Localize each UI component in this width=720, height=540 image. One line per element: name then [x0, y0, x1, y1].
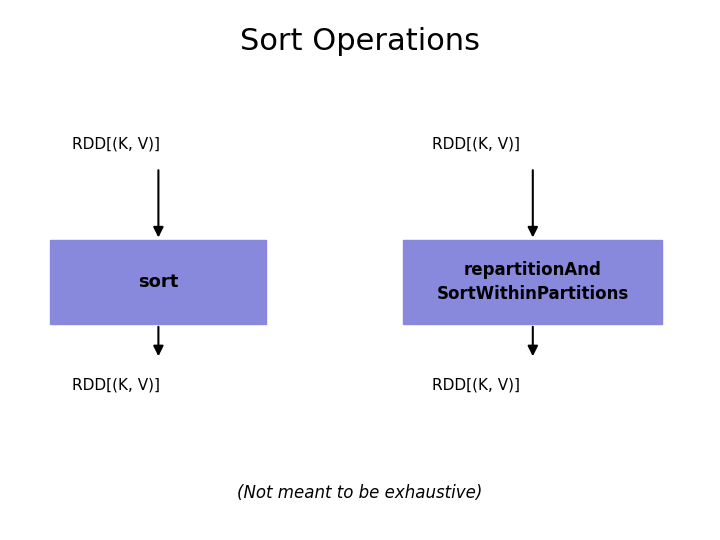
- Text: RDD[(K, V)]: RDD[(K, V)]: [72, 378, 160, 393]
- Text: RDD[(K, V)]: RDD[(K, V)]: [432, 378, 520, 393]
- Text: repartitionAnd
SortWithinPartitions: repartitionAnd SortWithinPartitions: [436, 261, 629, 303]
- Text: RDD[(K, V)]: RDD[(K, V)]: [432, 136, 520, 151]
- Text: RDD[(K, V)]: RDD[(K, V)]: [72, 136, 160, 151]
- FancyBboxPatch shape: [403, 240, 662, 324]
- Text: sort: sort: [138, 273, 179, 291]
- Text: Sort Operations: Sort Operations: [240, 27, 480, 56]
- Text: (Not meant to be exhaustive): (Not meant to be exhaustive): [238, 484, 482, 502]
- FancyBboxPatch shape: [50, 240, 266, 324]
